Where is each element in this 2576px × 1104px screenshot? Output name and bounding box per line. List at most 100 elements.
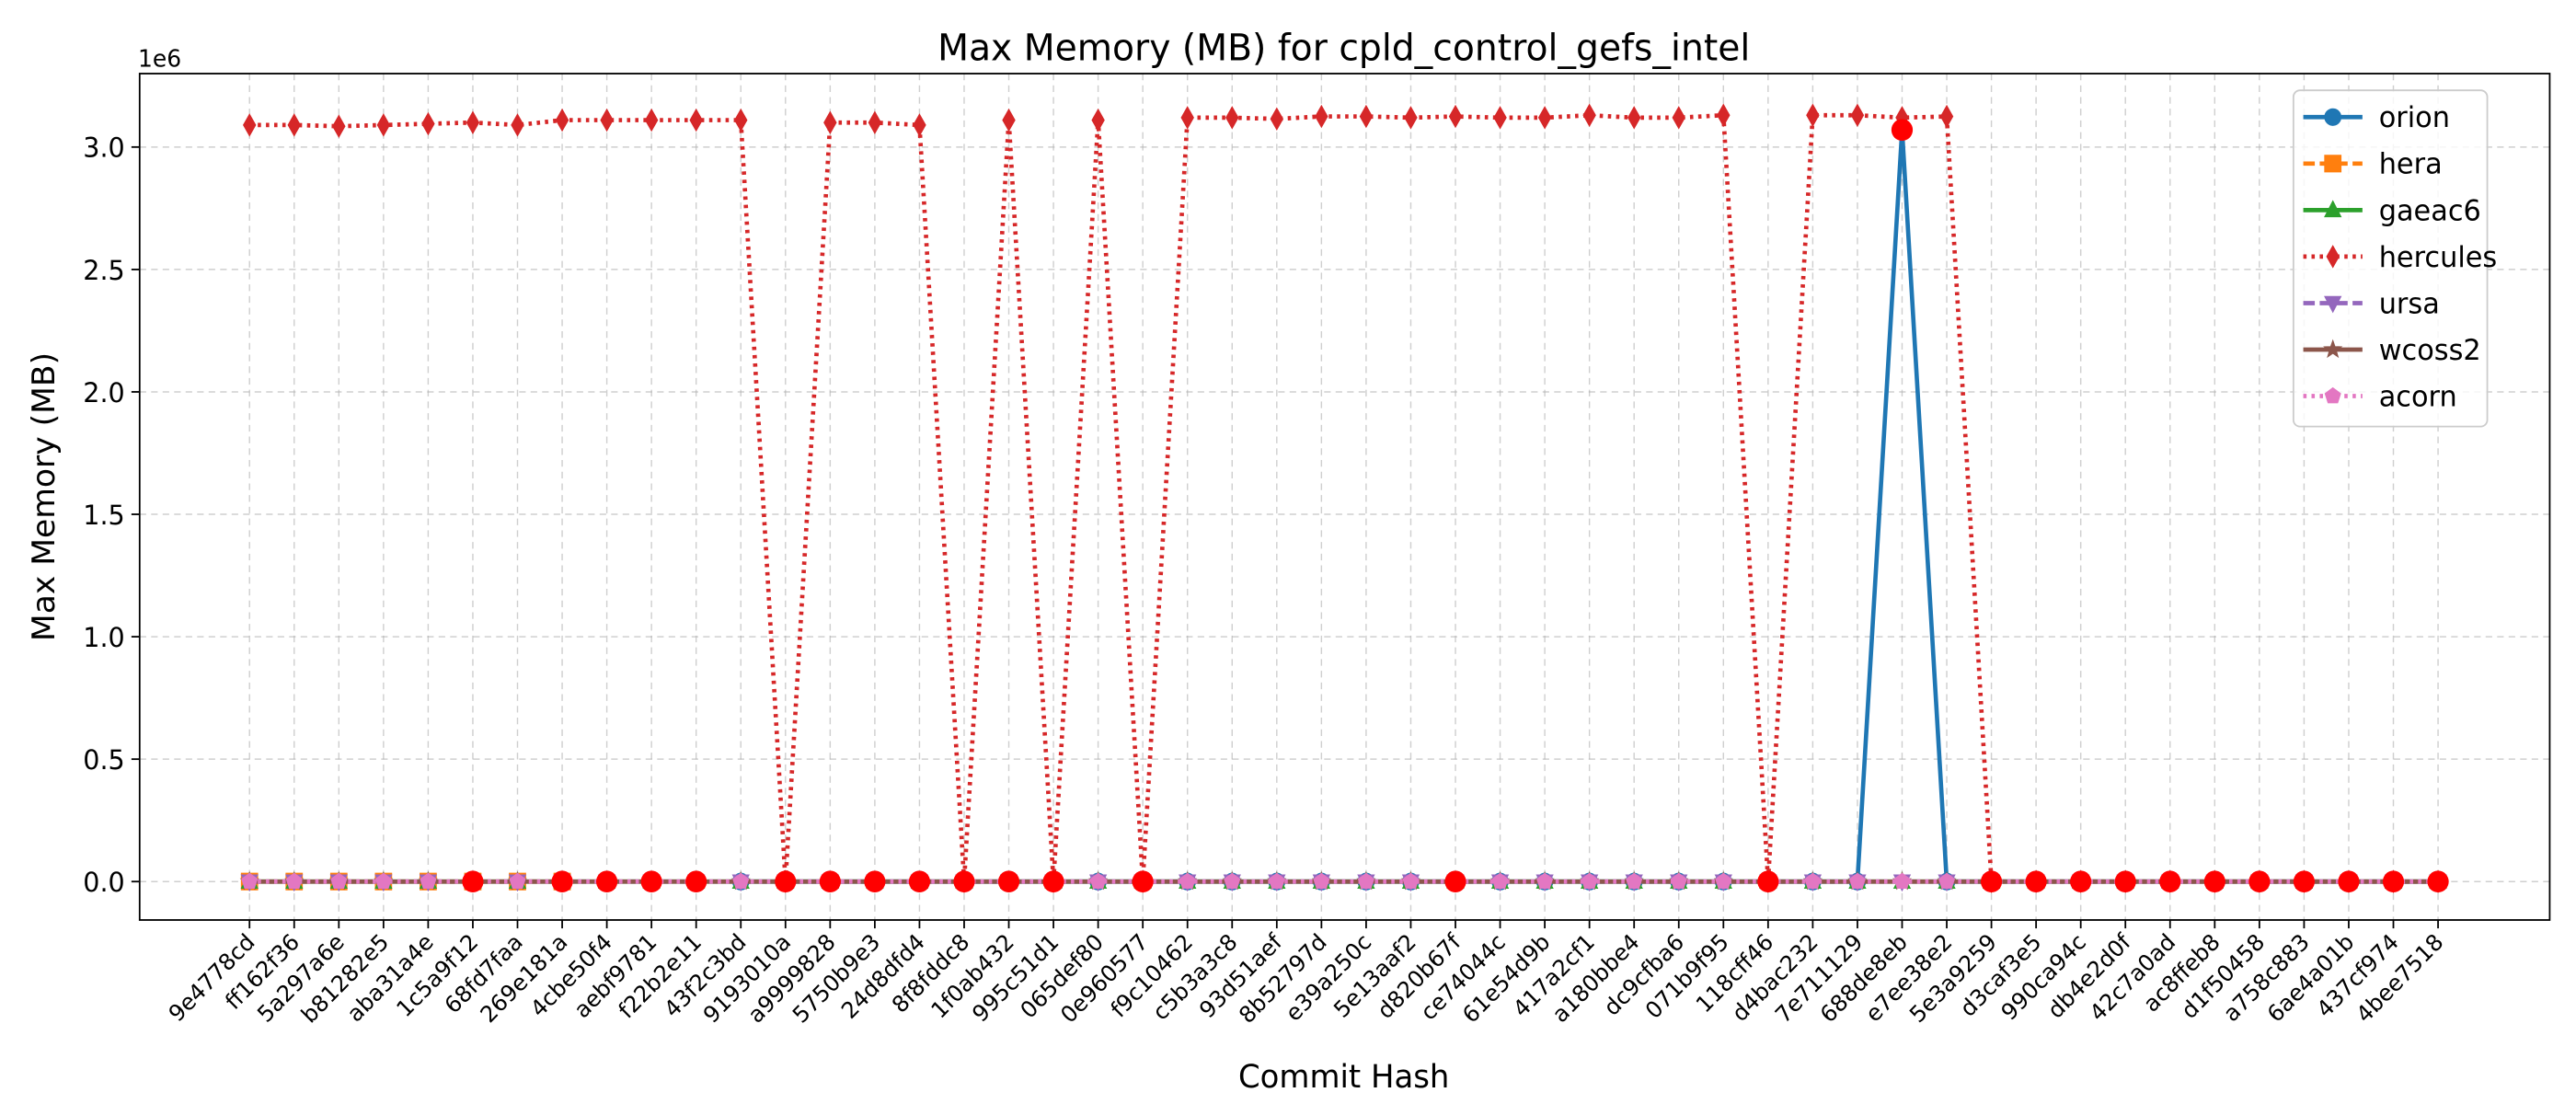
chart-title: Max Memory (MB) for cpld_control_gefs_in… <box>937 27 1750 69</box>
marker <box>1582 103 1596 127</box>
highlight-marker <box>2293 870 2316 893</box>
legend-marker <box>2324 200 2342 218</box>
marker <box>1806 103 1820 127</box>
legend-marker <box>2323 339 2343 359</box>
marker <box>1717 103 1731 127</box>
highlight-marker <box>1980 870 2003 893</box>
legend-label: ursa <box>2379 288 2440 320</box>
highlight-marker <box>953 870 975 893</box>
y-axis-label: Max Memory (MB) <box>26 352 63 641</box>
marker <box>1939 104 1954 129</box>
marker <box>1536 872 1554 890</box>
marker <box>421 111 435 136</box>
marker <box>1002 108 1016 132</box>
legend-label: wcoss2 <box>2379 335 2481 367</box>
marker <box>374 872 392 890</box>
marker <box>1404 106 1418 130</box>
highlight-marker <box>997 870 1020 893</box>
highlight-marker <box>2427 870 2449 893</box>
highlight-marker <box>1757 870 1779 893</box>
highlight-marker <box>2203 870 2225 893</box>
y-tick-label: 0.5 <box>83 744 124 776</box>
highlight-marker <box>595 870 618 893</box>
marker <box>332 114 346 138</box>
marker <box>555 108 569 132</box>
marker <box>1359 104 1374 129</box>
marker <box>285 872 303 890</box>
highlight-marker <box>908 870 931 893</box>
marker <box>1848 872 1866 890</box>
marker <box>644 108 659 132</box>
marker <box>1581 872 1598 890</box>
marker <box>509 872 526 890</box>
highlight-marker <box>685 870 707 893</box>
highlight-marker <box>462 870 484 893</box>
marker <box>1091 108 1105 132</box>
highlight-marker <box>2159 870 2181 893</box>
marker <box>243 113 257 137</box>
highlight-marker <box>2248 870 2271 893</box>
y-tick-label: 2.5 <box>83 255 124 286</box>
highlight-marker <box>551 870 573 893</box>
highlight-marker <box>775 870 797 893</box>
highlight-marker <box>1132 870 1154 893</box>
highlight-marker <box>2025 870 2047 893</box>
legend-label: hera <box>2379 148 2443 180</box>
legend-label: acorn <box>2379 381 2457 413</box>
marker <box>1448 104 1463 129</box>
legend-box <box>2292 89 2489 428</box>
legend-label: gaeac6 <box>2379 195 2481 227</box>
highlight-marker <box>1891 119 1914 142</box>
marker <box>732 872 750 890</box>
marker <box>330 872 348 890</box>
marker <box>1804 872 1822 890</box>
x-axis-label: Commit Hash <box>1238 1059 1449 1096</box>
legend-label: orion <box>2379 102 2450 134</box>
marker <box>1268 872 1285 890</box>
legend-marker <box>2324 386 2341 404</box>
marker <box>1315 104 1328 129</box>
marker <box>241 872 259 890</box>
highlight-marker <box>819 870 841 893</box>
y-tick-label: 0.0 <box>83 867 124 898</box>
marker <box>511 113 524 137</box>
legend-marker <box>2324 295 2342 314</box>
highlight-marker <box>2114 870 2136 893</box>
marker <box>1938 872 1956 890</box>
marker <box>1670 872 1687 890</box>
marker <box>1270 107 1284 131</box>
marker <box>1313 872 1330 890</box>
marker <box>1225 106 1239 130</box>
y-tick-label: 2.0 <box>83 377 124 408</box>
legend-marker <box>2326 245 2340 269</box>
highlight-marker <box>1042 870 1064 893</box>
highlight-marker <box>2338 870 2360 893</box>
y-offset-label: 1e6 <box>138 46 181 73</box>
marker <box>1672 106 1685 130</box>
highlight-marker <box>1444 870 1466 893</box>
marker <box>1893 872 1911 890</box>
marker <box>1224 872 1241 890</box>
highlight-marker <box>864 870 886 893</box>
marker <box>420 872 437 890</box>
marker <box>689 108 703 132</box>
marker <box>1627 106 1641 130</box>
marker <box>1850 103 1865 127</box>
marker <box>1537 106 1552 130</box>
marker <box>1626 872 1643 890</box>
marker <box>1493 106 1507 130</box>
marker <box>1180 106 1194 130</box>
marker <box>1715 872 1732 890</box>
legend: orion hera gaeac6 hercules ursa wcoss2 acorn <box>2292 89 2497 428</box>
highlight-marker <box>640 870 662 893</box>
marker <box>1179 872 1196 890</box>
marker <box>823 110 837 134</box>
y-tick-label: 3.0 <box>83 132 124 164</box>
marker <box>734 108 748 132</box>
y-tick-label: 1.0 <box>83 622 124 653</box>
marker <box>1402 872 1420 890</box>
y-tick-label: 1.5 <box>83 500 124 531</box>
legend-marker <box>2324 108 2342 126</box>
